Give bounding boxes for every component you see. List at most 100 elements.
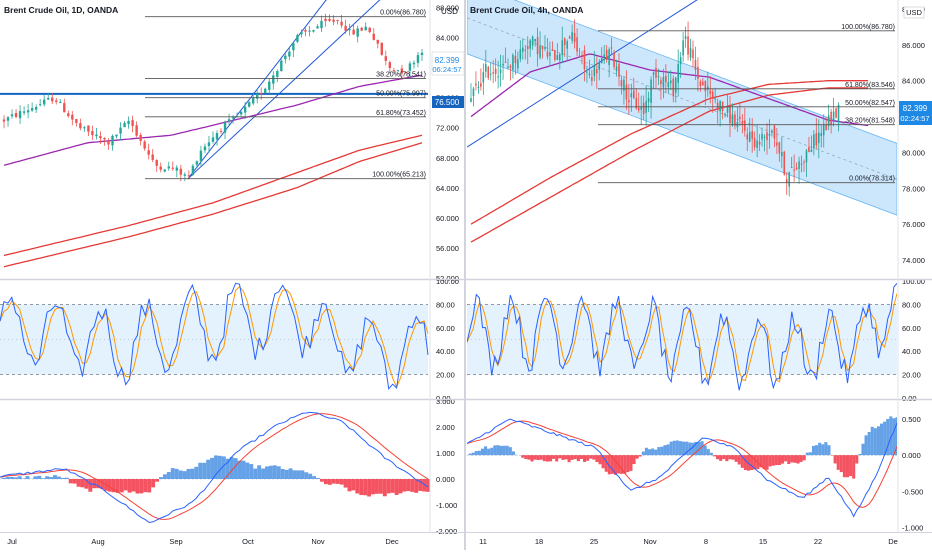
macd-histogram-bar — [10, 477, 14, 479]
macd-signal-line — [467, 421, 897, 507]
macd-histogram-bar — [534, 455, 537, 459]
candle — [682, 32, 684, 62]
candle — [59, 99, 61, 103]
candle — [613, 50, 615, 70]
macd-histogram-bar — [852, 455, 855, 478]
candle — [788, 172, 790, 197]
four-hour-main-panel: 100.00%(86.780)61.80%(83.546)50.00%(82.5… — [467, 0, 932, 265]
four-hour-y-tick-label: 74.000 — [902, 256, 925, 265]
macd-histogram-bar — [803, 455, 806, 460]
macd-histogram-bar — [53, 475, 57, 479]
candle — [328, 14, 330, 22]
macd-histogram-bar — [877, 426, 880, 455]
four-hour-stoch-tick-label: 40.00 — [902, 347, 921, 356]
candle — [143, 140, 145, 151]
macd-histogram-bar — [530, 455, 533, 461]
candle — [475, 71, 477, 90]
macd-histogram-bar — [61, 478, 65, 479]
fib-level[interactable]: 0.00%(86.780) — [145, 10, 426, 17]
macd-histogram-bar — [728, 455, 731, 459]
daily-macd-tick-label: 1.000 — [436, 449, 455, 458]
candle — [220, 128, 222, 134]
daily-currency-label: USD — [441, 7, 458, 16]
four-hour-y-tick-label: 80.000 — [902, 148, 925, 157]
candle — [228, 114, 230, 125]
candle — [176, 165, 178, 177]
macd-histogram-bar — [359, 479, 363, 495]
daily-y-tick-label: 60.000 — [436, 214, 459, 223]
macd-histogram-bar — [277, 466, 281, 479]
macd-histogram-bar — [561, 455, 564, 460]
daily-level-tag[interactable]: 76.500 — [432, 96, 464, 108]
candle — [336, 20, 338, 25]
daily-macd-tick-label: 0.000 — [436, 475, 455, 484]
macd-histogram-bar — [874, 428, 877, 455]
fib-level[interactable]: 0.00%(78.314) — [598, 176, 895, 183]
candle — [131, 116, 133, 133]
four-hour-stoch-tick-label: 20.00 — [902, 371, 921, 380]
fib-level[interactable]: 38.20%(78.541) — [145, 72, 426, 79]
macd-histogram-bar — [667, 444, 670, 455]
daily-y-tick-label: 68.000 — [436, 154, 459, 163]
macd-histogram-bar — [725, 455, 728, 461]
macd-histogram-bar — [707, 449, 710, 455]
macd-histogram-bar — [273, 465, 277, 479]
macd-histogram-bar — [257, 465, 261, 479]
macd-histogram-bar — [892, 418, 895, 455]
macd-histogram-bar — [285, 470, 289, 479]
four-hour-macd-tick-label: -1.000 — [902, 523, 923, 532]
macd-histogram-bar — [151, 479, 155, 487]
candle — [3, 115, 5, 128]
macd-histogram-bar — [183, 471, 187, 479]
macd-histogram-bar — [574, 455, 577, 459]
macd-histogram-bar — [387, 479, 391, 493]
fib-level[interactable]: 100.00%(86.780) — [598, 24, 895, 31]
macd-line — [0, 412, 428, 522]
macd-histogram-bar — [371, 479, 375, 494]
macd-histogram-bar — [187, 469, 191, 479]
macd-histogram-bar — [2, 478, 6, 479]
candle — [63, 99, 65, 113]
macd-histogram-bar — [26, 476, 30, 479]
four-hour-x-tick-label: 22 — [814, 537, 822, 546]
macd-histogram-bar — [710, 453, 713, 455]
macd-histogram-bar — [648, 449, 651, 455]
fib-level[interactable]: 100.00%(65.213) — [145, 172, 426, 179]
candle — [35, 104, 37, 113]
macd-histogram-bar — [546, 455, 549, 461]
macd-histogram-bar — [379, 479, 383, 494]
candle — [272, 71, 274, 90]
macd-histogram-bar — [784, 455, 787, 461]
candle — [43, 94, 45, 106]
macd-histogram-bar — [778, 455, 781, 465]
macd-histogram-bar — [120, 479, 124, 492]
candle — [15, 109, 17, 118]
four-hour-x-tick-label: 15 — [759, 537, 767, 546]
candle — [478, 81, 480, 94]
daily-stoch-tick-label: 80.00 — [436, 300, 455, 309]
macd-histogram-bar — [249, 464, 253, 479]
fib-label: 38.20%(81.548) — [845, 118, 895, 125]
macd-histogram-bar — [800, 455, 803, 462]
macd-histogram-bar — [580, 455, 583, 459]
macd-histogram-bar — [132, 479, 136, 491]
macd-histogram-bar — [735, 455, 738, 462]
four-hour-stoch-tick-label: 0.00 — [902, 394, 917, 403]
macd-histogram-bar — [206, 460, 210, 479]
macd-histogram-bar — [871, 427, 874, 455]
candle — [152, 149, 154, 162]
macd-histogram-bar — [713, 455, 716, 456]
macd-histogram-bar — [124, 479, 128, 490]
daily-macd-tick-label: -1.000 — [436, 501, 457, 510]
macd-histogram-bar — [540, 455, 543, 460]
macd-histogram-bar — [406, 479, 410, 491]
macd-histogram-bar — [245, 463, 249, 479]
macd-histogram-bar — [484, 446, 487, 455]
macd-histogram-bar — [796, 455, 799, 463]
fib-level[interactable]: 61.80%(73.452) — [145, 110, 426, 117]
fib-label: 0.00%(86.780) — [380, 10, 426, 17]
daily-macd-tick-label: -2.000 — [436, 527, 457, 536]
